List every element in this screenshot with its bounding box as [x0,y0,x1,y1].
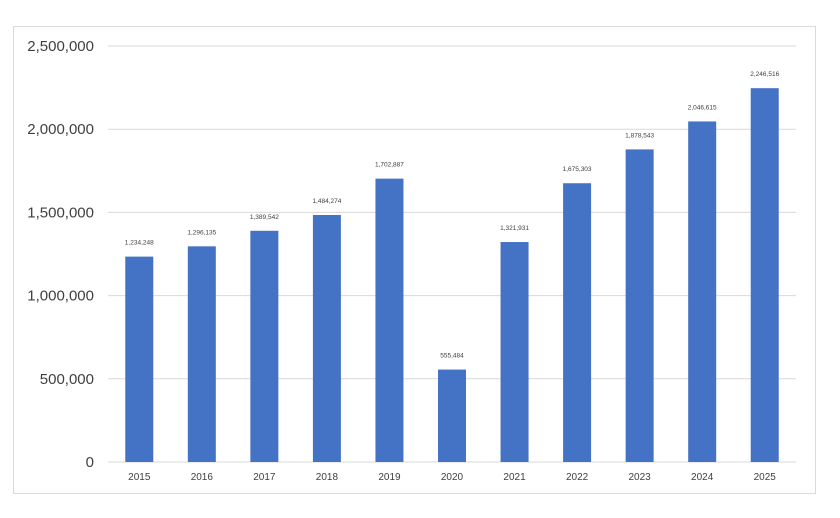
x-tick-label: 2019 [378,472,401,483]
bar-2023 [625,149,654,462]
bars [125,88,779,463]
x-tick-label: 2017 [253,472,276,483]
y-tick-label: 1,000,000 [27,288,94,305]
data-label-2018: 1,484,274 [312,198,341,205]
x-tick-label: 2016 [191,472,214,483]
x-tick-label: 2025 [754,472,777,483]
bar-2015 [125,256,154,462]
x-tick-label: 2023 [629,472,652,483]
x-tick-label: 2022 [566,472,589,483]
gridlines [108,45,796,463]
x-tick-label: 2015 [128,472,151,483]
bar-2020 [438,369,466,462]
bar-2017 [250,230,279,462]
bar-2018 [312,215,341,462]
data-label-2020: 555,484 [440,353,464,360]
y-tick-label: 2,000,000 [27,121,94,138]
x-axis-labels: 2015 2016 2017 2018 2019 2020 2021 2022 2023 2024… [128,472,776,483]
bar-2024 [688,121,717,462]
y-tick-label: 2,500,000 [27,38,94,55]
bar-2016 [187,246,216,462]
data-label-2022: 1,675,303 [563,166,592,173]
data-label-2021: 1,321,931 [500,225,529,232]
y-tick-label: 500,000 [40,371,94,388]
data-label-2017: 1,389,542 [250,214,279,221]
data-label-2019: 1,702,887 [375,162,404,169]
data-label-2024: 2,046,615 [688,104,717,111]
x-tick-label: 2020 [441,472,464,483]
bar-2019 [375,178,404,463]
data-labels: 1,234,248 1,296,135 1,389,542 1,484,274 1,70… [125,71,780,359]
bar-2025 [750,88,779,462]
y-axis-labels: 0 500,000 1,000,000 1,500,000 2,000,000 2,500… [27,38,94,471]
y-tick-label: 0 [86,454,94,471]
data-label-2015: 1,234,248 [125,240,154,247]
data-label-2016: 1,296,135 [187,229,216,236]
x-tick-label: 2018 [316,472,339,483]
bar-2021 [500,242,529,462]
x-tick-label: 2024 [691,472,714,483]
data-label-2025: 2,246,516 [750,71,779,78]
bar-2022 [563,183,592,462]
x-tick-label: 2021 [503,472,526,483]
data-label-2023: 1,878,543 [625,132,654,139]
y-tick-label: 1,500,000 [27,204,94,221]
